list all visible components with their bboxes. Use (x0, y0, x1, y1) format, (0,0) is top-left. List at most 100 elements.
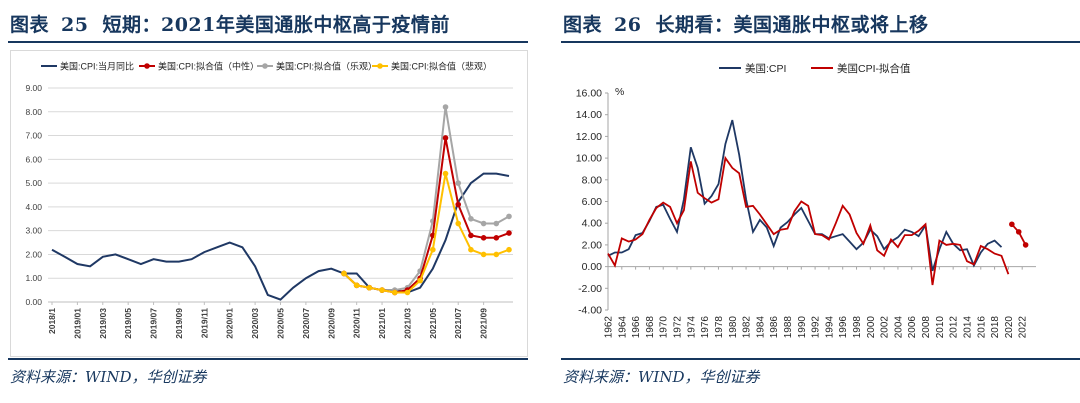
y-tick-label: 8.00 (25, 107, 42, 117)
data-point (1009, 221, 1015, 228)
legend-marker (377, 63, 383, 69)
x-tick-label: 2022 (1018, 316, 1029, 339)
x-tick-label: 2020 (1004, 316, 1015, 339)
x-tick-label: 1978 (714, 316, 725, 339)
data-point (379, 287, 385, 293)
x-tick-label: 2008 (921, 316, 932, 339)
legend-label: 美国CPI-拟合值 (837, 62, 911, 75)
chart-area: 0.00 1.00 2.00 3.00 4.00 5.00 6.00 7.00 8.00 9.00… (10, 50, 528, 357)
y-tick-label: 7.00 (25, 131, 42, 141)
x-tick-label: 2014 (962, 316, 973, 339)
y-tick-label: -4.00 (578, 305, 602, 317)
x-tick-label: 1982 (742, 316, 753, 339)
x-tick-label: 1970 (659, 316, 670, 339)
data-point (468, 232, 474, 239)
x-tick-label: 1976 (700, 316, 711, 339)
data-point (353, 282, 360, 289)
x-tick-label: 2020/11 (352, 308, 362, 339)
x-tick-label: 2019/05 (123, 308, 133, 339)
x-tick-label: 2019/07 (149, 308, 159, 339)
data-point (506, 246, 512, 253)
source-note: 资料来源：WIND，华创证券 (563, 368, 760, 386)
x-tick-label: 1996 (838, 316, 849, 339)
data-point (468, 246, 474, 253)
y-tick-label: 8.00 (582, 174, 603, 186)
x-tick-label: 2019/09 (174, 308, 184, 339)
x-tick-label: 1988 (783, 316, 794, 339)
y-tick-label: 1.00 (25, 273, 42, 283)
legend-marker (262, 63, 268, 69)
chart-area: -4.00 -2.00 0.00 2.00 4.00 6.00 8.00 10.00 12.00… (556, 50, 1074, 355)
x-tick-label: 2021/07 (453, 308, 463, 339)
y-tick-label: 9.00 (25, 83, 42, 93)
x-tick-label: 1984 (755, 316, 766, 339)
legend-label: 美国:CPI:拟合值（悲观） (391, 61, 492, 72)
series-line (343, 173, 510, 294)
x-tick-label: 2021/03 (402, 308, 412, 339)
series-line (343, 137, 510, 294)
x-tick-label: 2021/09 (479, 308, 489, 339)
x-tick-label: 2002 (880, 316, 891, 339)
x-tick-label: 1968 (645, 316, 656, 339)
y-tick-label: 12.00 (576, 131, 602, 143)
data-point (493, 251, 500, 258)
x-tick-label: 2010 (935, 316, 946, 339)
data-point (1022, 242, 1029, 248)
x-tick-label: 1990 (797, 316, 808, 339)
data-point (506, 230, 512, 236)
x-tick-label: 2020/07 (301, 308, 311, 339)
x-tick-label: 2004 (893, 316, 904, 339)
data-point (480, 220, 487, 227)
x-tick-label: 2019/11 (199, 308, 209, 339)
x-tick-label: 2020/01 (225, 308, 235, 339)
x-tick-label: 2020/03 (250, 308, 260, 339)
y-unit-label: % (615, 86, 624, 98)
data-point (341, 270, 347, 277)
data-point (404, 289, 411, 296)
title-rule (561, 41, 1080, 43)
source-rule (561, 358, 1080, 360)
x-tick-label: 2020/09 (326, 308, 336, 339)
data-point (1015, 229, 1022, 235)
x-tick-label: 2006 (907, 316, 918, 339)
figure-title: 图表 25 短期：2021年美国通胀中枢高于疫情前 (10, 14, 450, 36)
legend-label: 美国:CPI:拟合值（中性） (158, 61, 259, 72)
legend-label: 美国:CPI:拟合值（乐观） (276, 61, 377, 72)
x-tick-label: 1964 (617, 316, 628, 339)
data-point (506, 213, 512, 220)
data-point (366, 284, 373, 291)
data-point (455, 180, 462, 186)
series-line (51, 172, 510, 301)
y-tick-label: 6.00 (25, 154, 42, 164)
x-tick-label: 1980 (728, 316, 739, 339)
data-point (417, 277, 423, 284)
source-note: 资料来源：WIND，华创证券 (10, 368, 207, 386)
x-tick-label: 1986 (769, 316, 780, 339)
y-tick-label: 6.00 (582, 196, 603, 208)
data-point (455, 201, 462, 208)
x-tick-label: 2018/1 (47, 308, 57, 334)
data-point (391, 289, 398, 296)
x-tick-label: 1962 (604, 316, 615, 339)
series-line (607, 155, 1010, 286)
x-tick-label: 1972 (673, 316, 684, 339)
x-tick-label: 2020/05 (276, 308, 286, 339)
x-tick-label: 1994 (824, 316, 835, 339)
figure-26-panel: 图表 26 长期看：美国通胀中枢或将上移 -4.00 -2.00 0.00 2.00 4.0… (553, 0, 1080, 403)
data-point (455, 220, 462, 227)
series-line (607, 119, 1003, 272)
data-point (493, 235, 500, 241)
legend-label: 美国:CPI:当月同比 (60, 61, 134, 72)
x-tick-label: 1998 (852, 316, 863, 339)
y-tick-label: 0.00 (25, 297, 42, 307)
long-term-cpi-chart: -4.00 -2.00 0.00 2.00 4.00 6.00 8.00 10.00 12.00… (576, 62, 1036, 339)
x-tick-label: 2021/01 (377, 308, 387, 339)
data-point (430, 246, 436, 253)
y-tick-label: 3.00 (25, 226, 42, 236)
figure-title: 图表 26 长期看：美国通胀中枢或将上移 (563, 14, 929, 36)
y-tick-label: 16.00 (576, 88, 602, 100)
x-tick-label: 2019/01 (72, 308, 82, 339)
data-point (468, 215, 474, 222)
y-tick-label: -2.00 (578, 283, 602, 295)
x-tick-label: 2000 (866, 316, 877, 339)
